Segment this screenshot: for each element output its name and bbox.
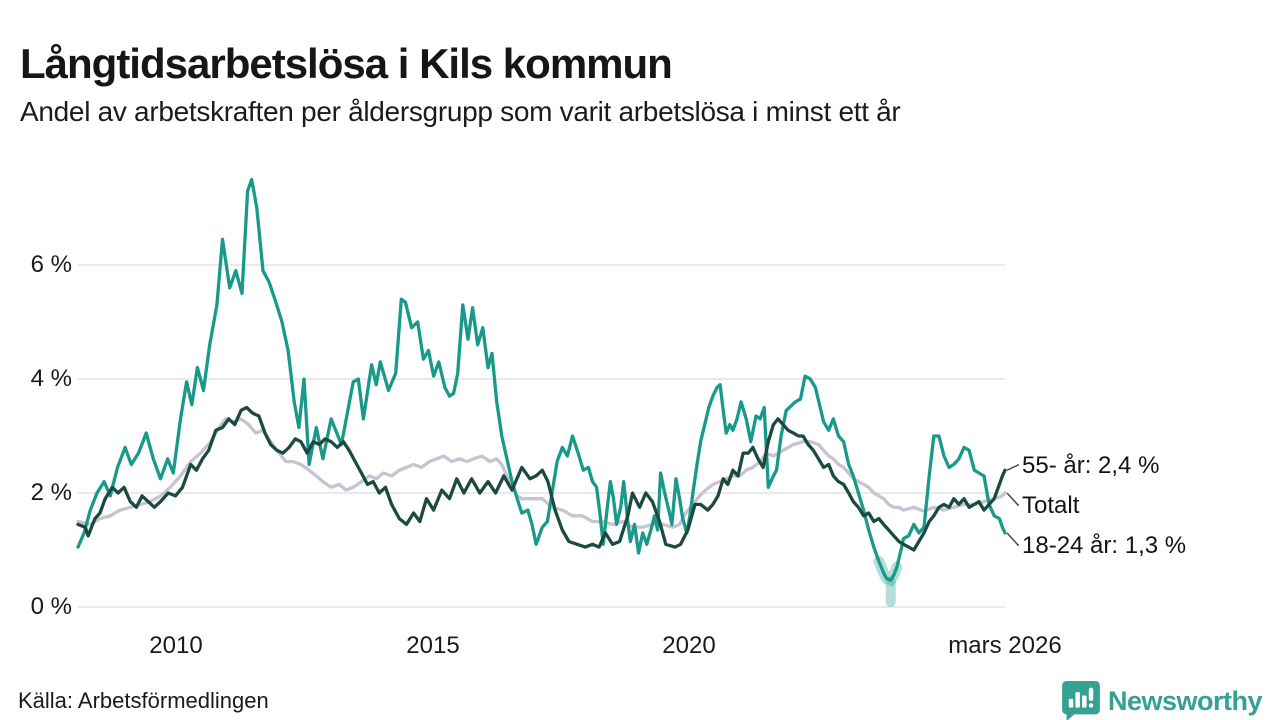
y-axis-tick-2: 2 %: [30, 479, 72, 506]
newsworthy-icon: [1062, 681, 1100, 720]
x-axis-tick-mars-2026: mars 2026: [948, 632, 1062, 659]
x-axis-tick-2015: 2015: [406, 632, 460, 659]
series-label-totalt: Totalt: [1022, 492, 1080, 519]
page-title: Långtidsarbetslösa i Kils kommun: [20, 40, 673, 88]
series-label-55-ar: 55- år: 2,4 %: [1022, 452, 1160, 479]
series-label-18-24-ar: 18-24 år: 1,3 %: [1022, 532, 1187, 559]
source-note: Källa: Arbetsförmedlingen: [18, 688, 269, 713]
y-axis-tick-4: 4 %: [30, 365, 72, 392]
brand-name: Newsworthy: [1107, 685, 1263, 716]
x-axis-tick-2010: 2010: [149, 632, 203, 659]
chart-subtitle: Andel av arbetskraften per åldersgrupp s…: [20, 96, 901, 127]
x-axis-tick-2020: 2020: [662, 632, 716, 659]
y-axis-tick-6: 6 %: [30, 251, 72, 278]
y-axis-tick-0: 0 %: [30, 593, 72, 620]
brand-logo: Newsworthy: [1062, 681, 1263, 720]
